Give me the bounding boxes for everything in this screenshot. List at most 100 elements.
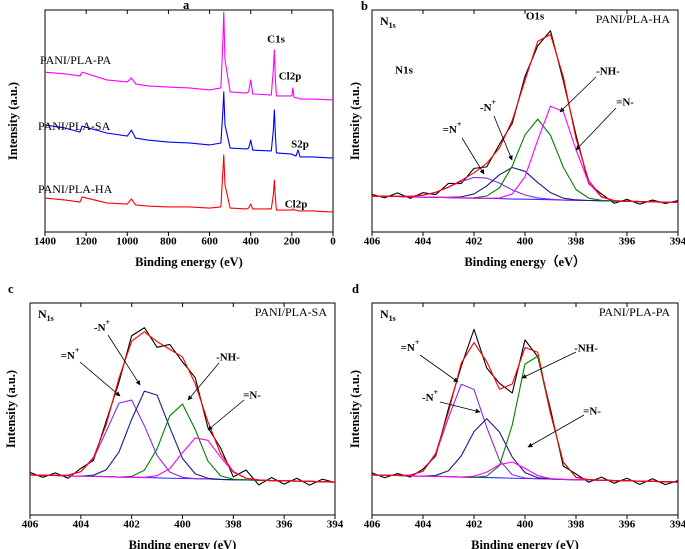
label-arrow (207, 399, 245, 431)
panel: 1400 1200 1000 800 600 400 200 0 Binding energy … (6, 0, 545, 269)
x-tick-label: 398 (568, 519, 585, 531)
spectrum-line (371, 176, 679, 203)
spectrum-line (371, 342, 679, 483)
x-axis-title: Binding energy (eV) (471, 538, 579, 549)
component-label: =N+ (61, 346, 80, 361)
x-tick-label: 600 (201, 236, 218, 248)
spectrum-line (371, 33, 679, 203)
x-axis-title: Binding energy（eV） (464, 254, 585, 269)
series-label: PANI/PLA-HA (38, 182, 113, 196)
panel: 406 404 402 400 398 396 394 Binding energy（eV） I… (348, 0, 685, 269)
peak-annotation: C1s (267, 34, 285, 46)
panel: 406 404 402 400 398 396 394 Binding energy (eV)… (4, 282, 344, 549)
x-tick-label: 402 (466, 236, 483, 248)
peak-label: N1s (380, 14, 396, 31)
spectrum-line (29, 327, 336, 486)
spectrum-line (371, 105, 679, 203)
component-label: -N+ (422, 388, 439, 403)
y-axis-title: Intensity (a.u.) (6, 82, 20, 160)
component-label: =N- (616, 97, 634, 109)
plot-frame (29, 302, 336, 516)
x-axis-title: Binding energy (eV) (135, 255, 243, 269)
label-arrow (439, 401, 481, 414)
x-tick-label: 406 (364, 519, 381, 531)
x-tick-label: 402 (123, 519, 140, 531)
x-tick-label: 1000 (116, 236, 139, 248)
x-tick-label: 0 (330, 236, 336, 248)
label-arrow (521, 351, 577, 379)
x-tick-label: 406 (364, 236, 381, 248)
x-tick-label: 1400 (34, 236, 57, 248)
peak-label: N1s (380, 307, 396, 324)
label-arrow (187, 362, 220, 401)
component-label: -NH- (596, 66, 620, 78)
spectrum-line (44, 91, 334, 159)
panel-label: a (183, 0, 190, 12)
label-arrow (79, 361, 121, 397)
series-label: PANI/PLA-SA (38, 119, 111, 133)
panel-label: d (352, 282, 359, 296)
component-label: -N+ (94, 318, 111, 333)
spectrum-line (44, 11, 334, 101)
component-label: -NH- (574, 343, 598, 355)
spectrum-line (29, 403, 336, 483)
peak-annotation: N1s (395, 65, 413, 77)
y-axis-title: Intensity (a.u.) (4, 370, 18, 448)
x-tick-label: 394 (327, 519, 344, 531)
spectrum-line (29, 331, 336, 483)
x-tick-label: 396 (619, 236, 636, 248)
spectrum-line (371, 383, 679, 483)
label-arrow (559, 76, 597, 113)
spectrum-line (371, 30, 679, 205)
spectrum-line (29, 399, 336, 483)
label-arrow (107, 334, 141, 386)
x-tick-label: 396 (276, 519, 293, 531)
x-tick-label: 398 (225, 519, 242, 531)
spectrum-line (371, 328, 679, 486)
peak-label: N1s (38, 307, 54, 324)
x-tick-label: 400 (517, 236, 534, 248)
x-tick-label: 400 (174, 519, 191, 531)
component-label: -NH- (216, 352, 240, 364)
sample-label: PANI/PLA-SA (255, 305, 328, 319)
component-label: =N+ (401, 338, 420, 353)
x-tick-label: 400 (242, 236, 259, 248)
component-label: -N+ (480, 98, 497, 113)
label-arrow (493, 115, 513, 161)
panel-label: c (8, 282, 14, 296)
x-tick-label: 1200 (75, 236, 98, 248)
x-tick-label: 398 (568, 236, 585, 248)
label-arrow (419, 354, 459, 383)
component-label: =N- (583, 406, 601, 418)
x-tick-label: 400 (517, 519, 534, 531)
x-axis-title: Binding energy (eV) (129, 538, 237, 549)
panel-label: b (361, 0, 368, 13)
panel: 406 404 402 400 398 396 394 Binding energy (eV)… (348, 282, 685, 549)
x-tick-label: 404 (415, 519, 432, 531)
label-arrow (527, 414, 585, 448)
peak-annotation: S2p (291, 139, 309, 151)
x-tick-label: 402 (466, 519, 483, 531)
x-tick-label: 404 (73, 519, 90, 531)
spectrum-line (44, 154, 334, 213)
x-tick-label: 396 (619, 519, 636, 531)
plot-frame (371, 302, 679, 516)
x-tick-label: 406 (22, 519, 39, 531)
sample-label: PANI/PLA-HA (596, 12, 671, 26)
component-label: =N+ (443, 120, 462, 135)
x-tick-label: 404 (415, 236, 432, 248)
peak-annotation: Cl2p (285, 199, 308, 211)
y-axis-title: Intensity (a.u.) (348, 370, 362, 448)
peak-annotation: Cl2p (279, 71, 302, 83)
x-tick-label: 200 (284, 236, 301, 248)
label-arrow (575, 107, 617, 151)
spectrum-line (371, 118, 679, 203)
series-label: PANI/PLA-PA (40, 53, 111, 67)
component-label: =N- (243, 390, 261, 402)
plot-frame (44, 9, 334, 233)
spectrum-line (29, 437, 336, 483)
label-arrow (461, 137, 485, 175)
x-tick-label: 800 (160, 236, 177, 248)
peak-annotation: O1s (526, 11, 545, 23)
